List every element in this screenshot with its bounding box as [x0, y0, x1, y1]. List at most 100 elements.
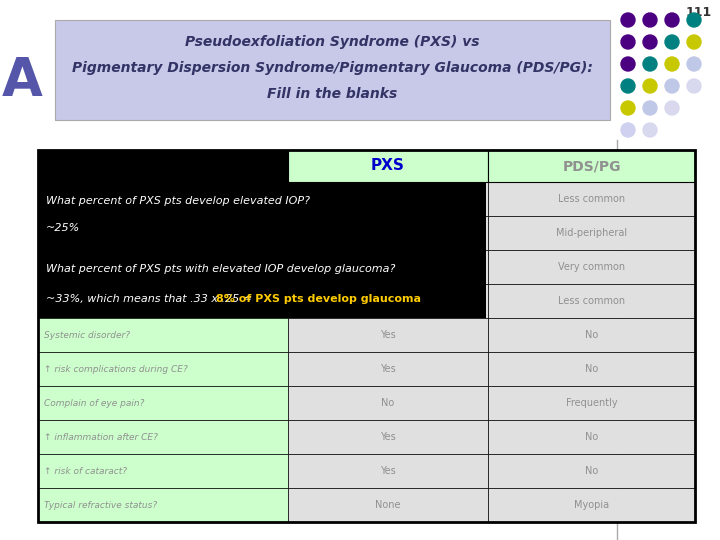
Text: No: No	[381, 398, 395, 408]
Bar	[488, 488, 695, 522]
Text: Less common: Less common	[354, 262, 421, 272]
Text: Fill in the blanks: Fill in the blanks	[267, 87, 397, 101]
Text: Complain of eye pain?: Complain of eye pain?	[44, 399, 145, 408]
Bar	[288, 150, 488, 182]
Bar	[288, 420, 488, 454]
Bar	[38, 150, 695, 182]
Text: No: No	[585, 364, 598, 374]
Circle shape	[643, 57, 657, 71]
Bar	[38, 420, 288, 454]
Bar	[38, 454, 288, 488]
Circle shape	[665, 13, 679, 27]
Bar	[288, 182, 488, 216]
Circle shape	[643, 123, 657, 137]
Text: Pseudoexfoliation Syndrome (PXS) vs: Pseudoexfoliation Syndrome (PXS) vs	[185, 35, 480, 49]
Text: ↑ inflammation after CE?: ↑ inflammation after CE?	[44, 433, 158, 442]
Bar	[288, 454, 488, 488]
Bar	[38, 216, 288, 250]
Text: None: None	[375, 500, 400, 510]
Circle shape	[643, 35, 657, 49]
Bar	[38, 182, 288, 216]
Bar	[288, 284, 488, 318]
Text: Systemic disorder?: Systemic disorder?	[44, 330, 130, 340]
Text: Less common: Less common	[558, 296, 625, 306]
Text: Mid-peripheral: Mid-peripheral	[556, 228, 627, 238]
Bar	[55, 20, 610, 120]
Text: ↑ risk complications during CE?: ↑ risk complications during CE?	[44, 364, 188, 374]
Circle shape	[621, 57, 635, 71]
Circle shape	[621, 13, 635, 27]
Bar	[38, 250, 288, 284]
Circle shape	[621, 101, 635, 115]
Text: 111: 111	[685, 6, 712, 19]
Text: Very common: Very common	[354, 296, 421, 306]
Text: Yes: Yes	[380, 466, 396, 476]
Circle shape	[687, 57, 701, 71]
Text: Iris transillumination defects–common?: Iris transillumination defects–common?	[44, 228, 221, 238]
Bar	[488, 318, 695, 352]
Bar	[488, 250, 695, 284]
Circle shape	[665, 79, 679, 93]
Circle shape	[621, 35, 635, 49]
Text: Yes: Yes	[380, 364, 396, 374]
Text: Yes: Yes	[380, 432, 396, 442]
Bar	[38, 150, 695, 522]
Text: Yes: Yes	[380, 330, 396, 340]
Bar	[38, 284, 288, 318]
Bar	[488, 386, 695, 420]
Bar	[488, 454, 695, 488]
Circle shape	[665, 101, 679, 115]
Circle shape	[643, 79, 657, 93]
Text: Less common: Less common	[558, 194, 625, 204]
Bar	[488, 284, 695, 318]
Text: No: No	[585, 330, 598, 340]
Text: Peripheral: Peripheral	[363, 228, 413, 238]
Circle shape	[665, 35, 679, 49]
Text: PDS/PG: PDS/PG	[562, 159, 621, 173]
Bar	[488, 420, 695, 454]
Bar	[488, 182, 695, 216]
Bar	[288, 216, 488, 250]
Bar	[38, 318, 288, 352]
Bar	[38, 488, 288, 522]
Text: What percent of PXS pts develop elevated IOP?: What percent of PXS pts develop elevated…	[46, 196, 310, 206]
Text: A: A	[1, 55, 42, 107]
Text: Krukenberg spindle–common?: Krukenberg spindle–common?	[44, 262, 181, 272]
Bar	[488, 150, 695, 182]
Text: Pigmentary Dispersion Syndrome/Pigmentary Glaucoma (PDS/PG):: Pigmentary Dispersion Syndrome/Pigmentar…	[72, 61, 593, 75]
Text: No: No	[585, 432, 598, 442]
Circle shape	[687, 13, 701, 27]
Text: Myopia: Myopia	[574, 500, 609, 510]
Bar	[288, 352, 488, 386]
Bar	[288, 386, 488, 420]
Circle shape	[643, 13, 657, 27]
Bar	[288, 250, 488, 284]
Text: ↑ IOP–common?: ↑ IOP–common?	[44, 194, 118, 204]
Circle shape	[621, 123, 635, 137]
Text: Sampaolesi line–common?: Sampaolesi line–common?	[44, 296, 163, 306]
Bar	[38, 352, 288, 386]
Text: 8% of PXS pts develop glaucoma: 8% of PXS pts develop glaucoma	[216, 294, 420, 304]
Text: ~25%: ~25%	[46, 223, 80, 233]
Text: No: No	[585, 466, 598, 476]
Text: What percent of PXS pts with elevated IOP develop glaucoma?: What percent of PXS pts with elevated IO…	[46, 264, 395, 274]
Text: Typical refractive status?: Typical refractive status?	[44, 501, 157, 510]
Text: PXS: PXS	[371, 159, 405, 173]
Text: Very common: Very common	[354, 194, 421, 204]
Circle shape	[621, 79, 635, 93]
Bar	[38, 250, 486, 318]
Text: Frequently: Frequently	[566, 398, 617, 408]
Text: ↑ risk of cataract?: ↑ risk of cataract?	[44, 467, 127, 476]
Bar	[288, 488, 488, 522]
Circle shape	[643, 101, 657, 115]
Circle shape	[665, 57, 679, 71]
Bar	[488, 216, 695, 250]
Bar	[488, 352, 695, 386]
Bar	[38, 386, 288, 420]
Circle shape	[687, 35, 701, 49]
Text: ~33%, which means that .33 x .25 ≈: ~33%, which means that .33 x .25 ≈	[46, 294, 256, 304]
Circle shape	[687, 79, 701, 93]
Text: Very common: Very common	[558, 262, 625, 272]
Bar	[38, 182, 486, 250]
Bar	[288, 318, 488, 352]
